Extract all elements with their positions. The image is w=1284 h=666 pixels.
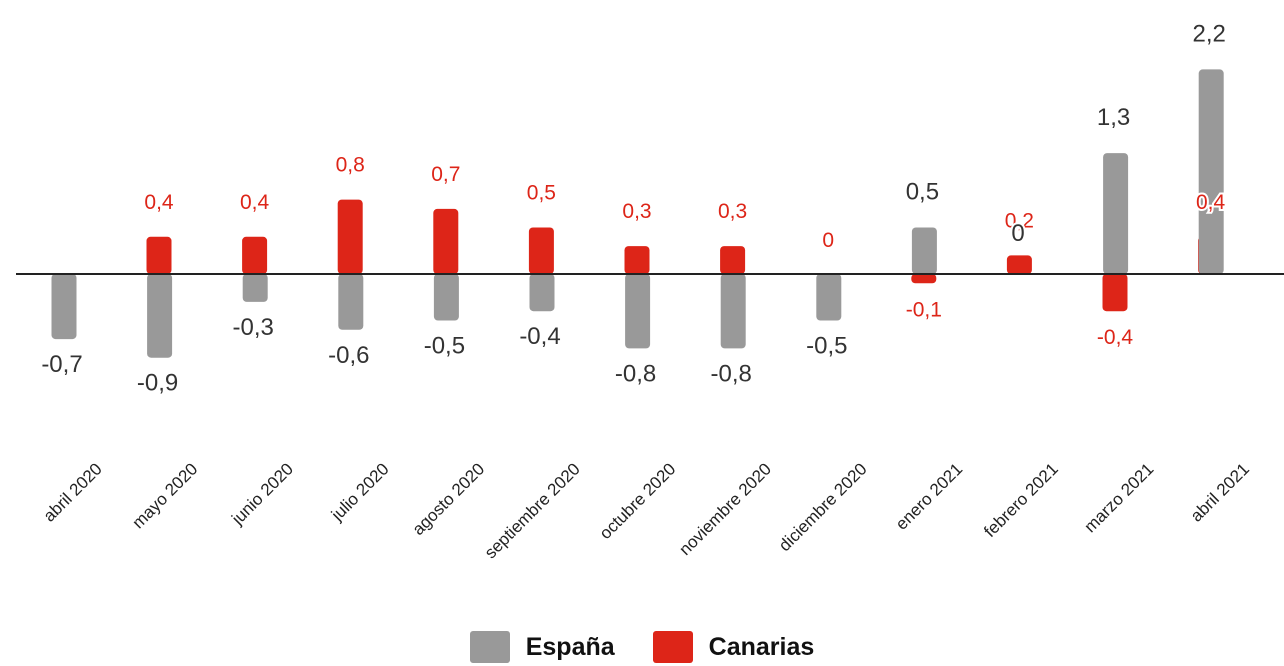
bar-espana-abril-2021	[1198, 69, 1224, 275]
legend-label-canarias: Canarias	[708, 632, 815, 661]
value-labels-layer: -0,7 0,4 -0,9 0,4 -0,3 0,8 -0,6 0,7 -0,5 0,5 -0,4 0…	[39, 18, 1228, 398]
x-tick-label-septiembre-2020: septiembre 2020	[481, 459, 584, 562]
x-tick-label-abril-2021: abril 2021	[1187, 459, 1253, 525]
x-tick-label-noviembre-2020: noviembre 2020	[675, 459, 775, 559]
bar-espana-enero-2021	[911, 227, 937, 274]
value-label-canarias-agosto-2020: 0,5	[527, 182, 556, 205]
bar-espana-noviembre-2020	[720, 274, 746, 349]
value-label-espana-julio-2020: -0,6	[328, 342, 369, 369]
bar-espana-julio-2020	[338, 274, 364, 330]
value-label-canarias-octubre-2020: 0,3	[718, 200, 747, 223]
value-label-canarias-junio-2020: 0,8	[336, 154, 365, 177]
value-label-espana-abril-2021: 2,2	[1193, 20, 1226, 47]
value-label-espana-mayo-2020: -0,9	[137, 370, 178, 397]
legend-item-canarias: Canarias	[652, 631, 815, 663]
bar-chart: -0,7 0,4 -0,9 0,4 -0,3 0,8 -0,6 0,7 -0,5 0,5 -0,4 0…	[16, 18, 1284, 562]
value-label-canarias-marzo-2021: 0,4	[1196, 191, 1226, 214]
value-label-espana-enero-2021: 0,5	[906, 179, 939, 206]
bar-espana-abril-2020	[51, 274, 77, 340]
bar-espana-diciembre-2020	[816, 274, 842, 321]
value-label-canarias-diciembre-2020: -0,1	[906, 298, 942, 321]
bar-canarias-diciembre-2020	[911, 274, 937, 284]
value-label-espana-noviembre-2020: -0,8	[711, 360, 752, 387]
bar-canarias-junio-2020	[337, 199, 363, 274]
x-tick-label-mayo-2020: mayo 2020	[129, 459, 202, 532]
x-tick-label-julio-2020: julio 2020	[327, 459, 393, 525]
legend-swatch-espana	[469, 631, 510, 663]
x-tick-label-febrero-2021: febrero 2021	[980, 459, 1062, 541]
bar-espana-agosto-2020	[433, 274, 459, 321]
bar-espana-octubre-2020	[625, 274, 651, 349]
value-label-espana-septiembre-2020: -0,4	[519, 323, 560, 350]
x-tick-label-octubre-2020: octubre 2020	[596, 459, 680, 543]
x-tick-labels-layer: abril 2020 mayo 2020 junio 2020 julio 2020 a…	[40, 459, 1253, 562]
legend-label-espana: España	[525, 632, 615, 661]
value-label-canarias-enero-2021: 0,2	[1005, 209, 1034, 232]
value-label-espana-abril-2020: -0,7	[41, 351, 82, 378]
bar-espana-junio-2020	[242, 274, 268, 302]
value-label-espana-agosto-2020: -0,5	[424, 333, 465, 360]
bar-canarias-mayo-2020	[242, 236, 268, 274]
value-label-canarias-septiembre-2020: 0,3	[622, 200, 651, 223]
bars-layer	[51, 69, 1224, 358]
legend-item-espana: España	[469, 631, 615, 663]
value-label-canarias-julio-2020: 0,7	[431, 163, 460, 186]
bar-espana-mayo-2020	[147, 274, 173, 358]
value-label-espana-junio-2020: -0,3	[233, 314, 274, 341]
x-tick-label-junio-2020: junio 2020	[227, 459, 297, 529]
value-label-canarias-noviembre-2020: 0	[822, 229, 834, 252]
bar-canarias-febrero-2021	[1102, 274, 1128, 312]
bar-espana-septiembre-2020	[529, 274, 555, 312]
x-tick-label-marzo-2021: marzo 2021	[1081, 459, 1158, 536]
x-tick-label-diciembre-2020: diciembre 2020	[775, 459, 871, 555]
bar-canarias-septiembre-2020	[624, 246, 650, 274]
value-label-canarias-abril-2020: 0,4	[144, 191, 174, 214]
value-label-canarias-mayo-2020: 0,4	[240, 191, 270, 214]
bar-canarias-abril-2020	[146, 236, 172, 274]
value-label-espana-febrero-2021: 0	[1011, 220, 1024, 247]
value-label-espana-marzo-2021: 1,3	[1097, 104, 1130, 131]
bar-canarias-agosto-2020	[528, 227, 554, 274]
bar-canarias-enero-2021	[1006, 255, 1032, 274]
x-tick-label-agosto-2020: agosto 2020	[409, 459, 489, 539]
legend: España Canarias	[0, 628, 1284, 666]
x-tick-label-enero-2021: enero 2021	[892, 459, 966, 533]
bar-canarias-julio-2020	[433, 208, 459, 274]
value-label-espana-diciembre-2020: -0,5	[806, 333, 847, 360]
value-label-espana-octubre-2020: -0,8	[615, 360, 656, 387]
bar-canarias-octubre-2020	[720, 246, 746, 274]
bar-espana-marzo-2021	[1103, 153, 1129, 274]
legend-swatch-canarias	[652, 631, 693, 663]
x-tick-label-abril-2020: abril 2020	[40, 459, 106, 525]
value-label-canarias-febrero-2021: -0,4	[1097, 326, 1134, 349]
